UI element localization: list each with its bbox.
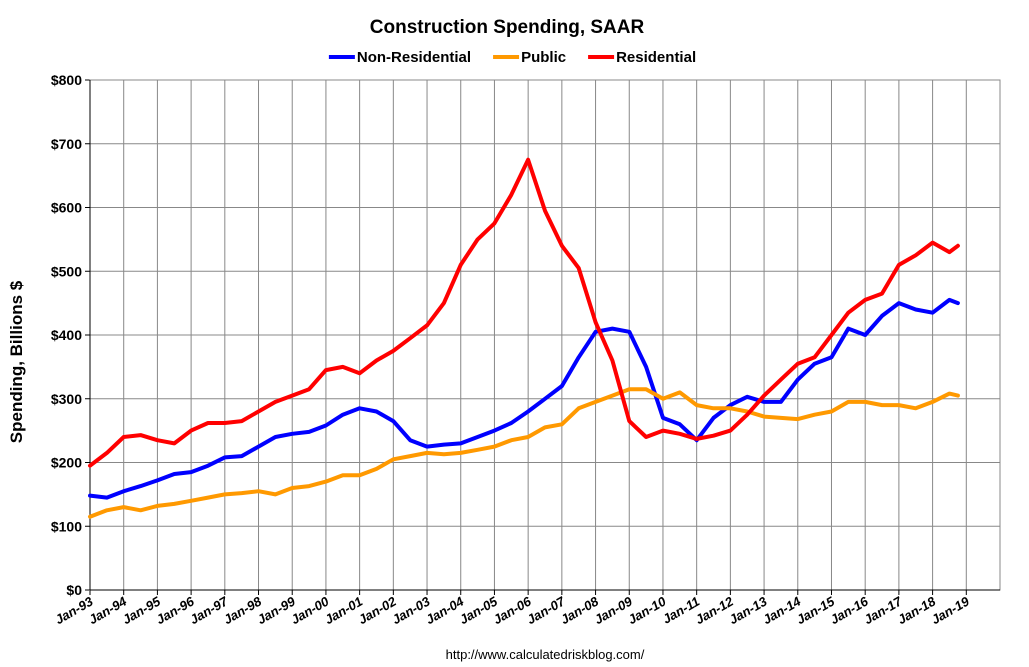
series-line xyxy=(88,297,960,500)
y-tick-label: $0 xyxy=(66,582,82,598)
y-tick-label: $200 xyxy=(51,455,82,471)
y-tick-label: $400 xyxy=(51,327,82,343)
source: http://www.calculatedriskblog.com/ xyxy=(446,647,645,662)
legend-label: Residential xyxy=(616,49,696,66)
y-tick-label: $700 xyxy=(51,136,82,152)
y-tick-label: $300 xyxy=(51,391,82,407)
y-tick-label: $800 xyxy=(51,72,82,88)
y-tick-label: $600 xyxy=(51,200,82,216)
y-axis-label: Spending, Billions $ xyxy=(7,280,26,443)
chart-title: Construction Spending, SAAR xyxy=(370,17,645,38)
x-tick-label: Jan-19 xyxy=(929,593,973,627)
x-tick-label: Jan-11 xyxy=(660,594,702,627)
y-tick-label: $100 xyxy=(51,518,82,534)
x-tick-label: Jan-01 xyxy=(322,594,365,628)
series-line xyxy=(88,157,960,468)
legend-label: Non-Residential xyxy=(357,49,471,66)
series-line xyxy=(88,387,960,519)
x-tick-label: Jan-10 xyxy=(625,593,669,627)
y-tick-label: $500 xyxy=(51,263,82,279)
legend: Non-Residential Public Residential xyxy=(328,49,696,66)
legend-label: Public xyxy=(521,49,566,66)
